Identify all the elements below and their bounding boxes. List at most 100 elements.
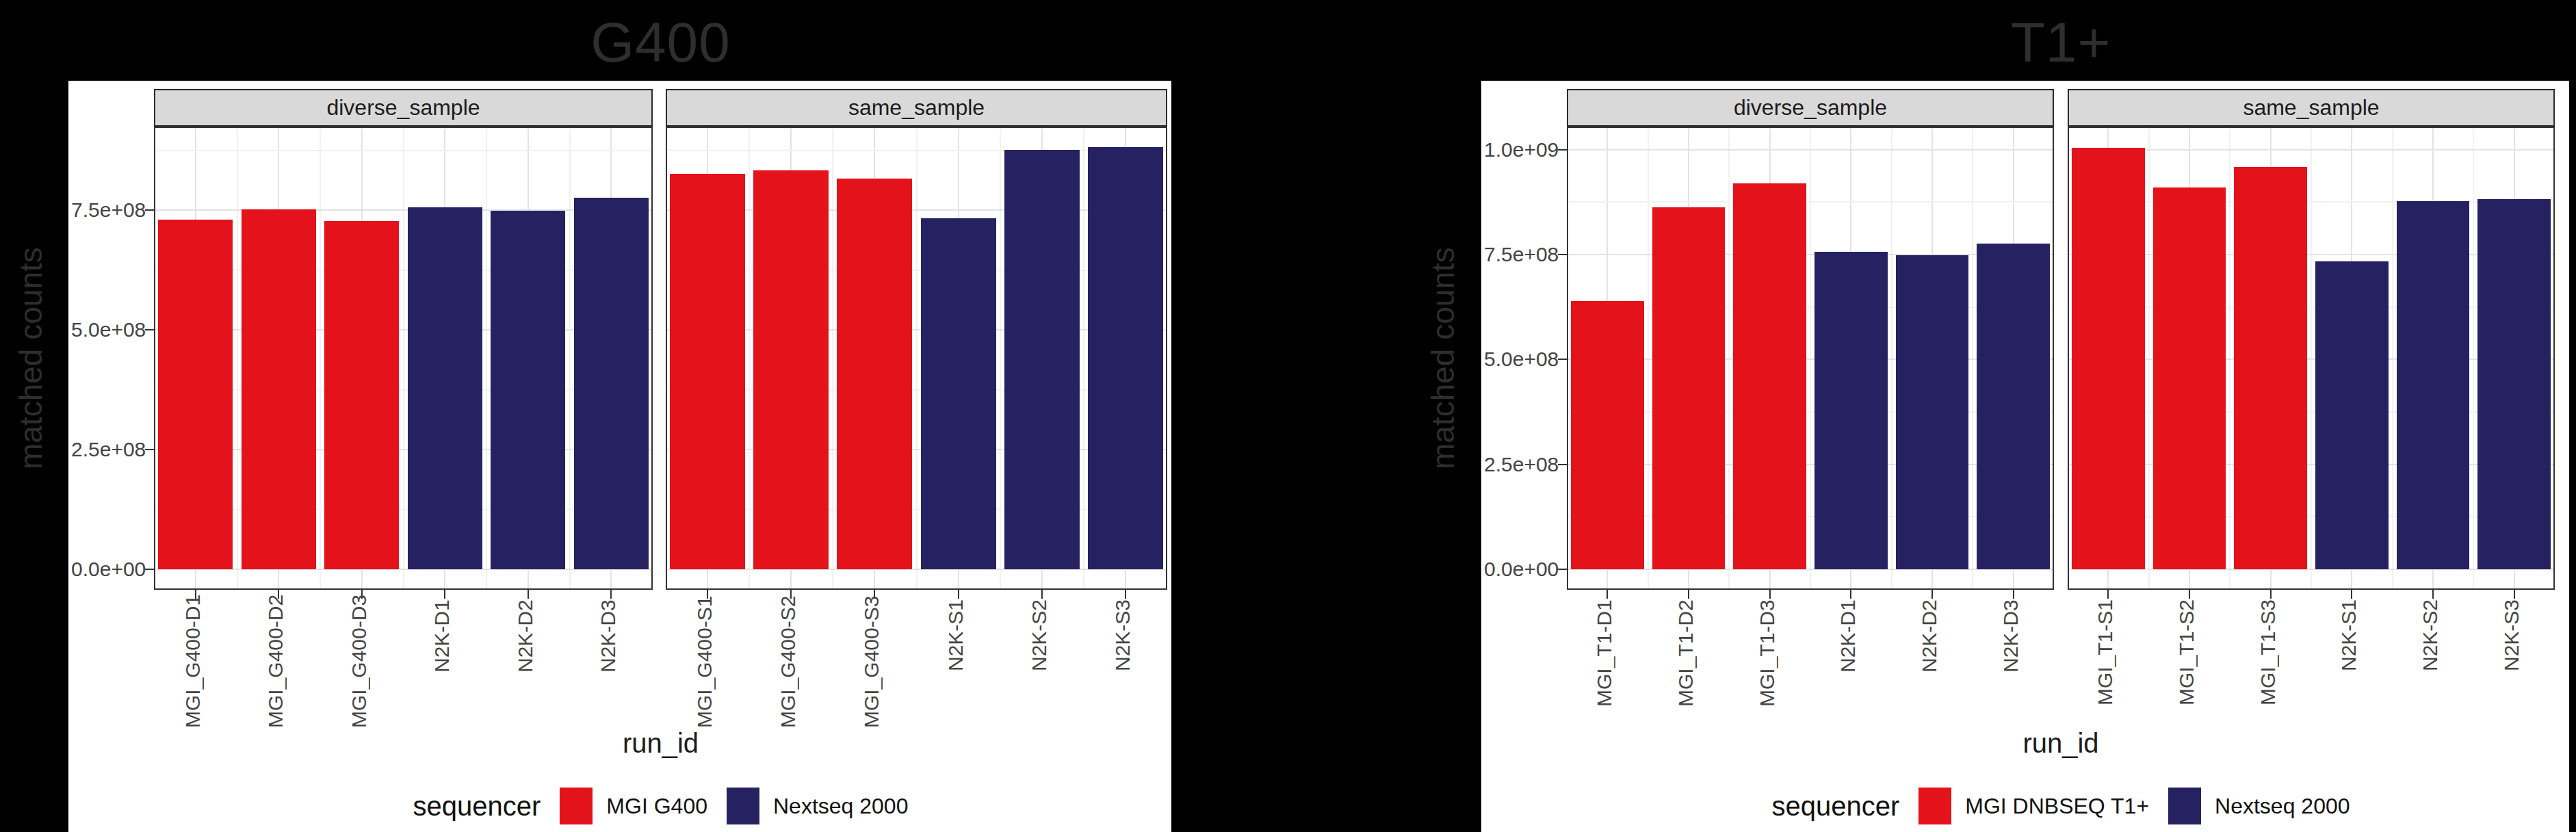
x-tick-mark: [1606, 590, 1608, 599]
x-tick-mark: [444, 590, 445, 599]
x-tick-label: N2K-S2: [1028, 599, 1056, 728]
y-tick-mark: [145, 569, 154, 570]
facet-strip: same_sample: [666, 89, 1167, 127]
x-tick-mark: [1688, 590, 1689, 599]
bar: [1814, 252, 1888, 569]
x-tick-label-text: N2K-D3: [597, 599, 620, 728]
bar: [1652, 207, 1726, 569]
legend-item-label: MGI DNBSEQ T1+: [1965, 794, 2149, 819]
x-tick-label: N2K-D3: [1999, 599, 2028, 728]
x-tick-label: MGI_T1-S3: [2256, 599, 2285, 728]
gridline-vertical-minor: [237, 127, 238, 590]
y-tick-mark: [1558, 359, 1567, 360]
x-tick-label-text: MGI_T1-D3: [1756, 599, 1779, 728]
y-tick-mark: [145, 449, 154, 450]
legend-item-label: Nextseq 2000: [2215, 794, 2350, 819]
x-tick-label-text: MGI_G400-S1: [693, 599, 716, 728]
bar: [2315, 261, 2389, 569]
legend-swatch-navy: [2168, 788, 2201, 824]
plot-card: run_id sequencer MGI DNBSEQ T1+ Nextseq …: [1481, 81, 2569, 832]
bar: [1733, 183, 1806, 569]
bar: [2477, 199, 2551, 569]
x-tick-mark: [2107, 590, 2109, 599]
bar: [2234, 167, 2307, 569]
facet-strip: diverse_sample: [154, 89, 653, 127]
x-tick-label: N2K-D2: [1918, 599, 1947, 728]
bar: [837, 179, 912, 569]
bar: [574, 198, 649, 569]
x-tick-label: MGI_T1-D3: [1756, 599, 1784, 728]
x-axis-title: run_id: [1567, 727, 2555, 759]
x-tick-label-text: MGI_T1-D2: [1674, 599, 1697, 728]
x-tick-mark: [1850, 590, 1851, 599]
x-tick-label-text: N2K-D1: [1836, 599, 1860, 728]
x-tick-label: MGI_G400-S2: [777, 599, 805, 728]
legend-swatch-red: [560, 788, 593, 824]
y-tick-label: 7.5e+08: [1484, 242, 1553, 268]
bar: [408, 207, 482, 569]
x-tick-label-text: MGI_T1-S2: [2175, 599, 2198, 728]
bar: [242, 209, 316, 569]
x-tick-label-text: N2K-S1: [2337, 599, 2360, 728]
legend-title: sequencer: [1771, 791, 1899, 822]
x-tick-label-text: N2K-S3: [2500, 599, 2523, 728]
gridline-vertical-minor: [403, 127, 404, 590]
x-tick-label: MGI_T1-D2: [1674, 599, 1703, 728]
x-tick-mark: [610, 590, 612, 599]
x-tick-label: MGI_T1-S1: [2094, 599, 2122, 728]
legend-item: Nextseq 2000: [2168, 788, 2350, 824]
x-tick-label: MGI_G400-D2: [264, 599, 293, 728]
x-tick-label: N2K-S3: [1111, 599, 1140, 728]
bar: [491, 211, 565, 569]
gridline-vertical-minor: [320, 127, 321, 590]
gridline-vertical-minor: [1000, 127, 1001, 590]
x-tick-mark: [2270, 590, 2272, 599]
x-tick-mark: [958, 590, 959, 599]
x-tick-label: N2K-D2: [514, 599, 543, 728]
chart-title: T1+: [1719, 10, 2403, 75]
x-tick-label-text: MGI_T1-D1: [1593, 599, 1616, 728]
legend-item: Nextseq 2000: [727, 788, 908, 824]
y-axis-title: matched counts: [1424, 127, 1471, 590]
bar: [158, 220, 233, 569]
bar: [324, 221, 399, 569]
bar: [1896, 255, 1969, 569]
legend-swatch-red: [1918, 788, 1951, 824]
y-tick-label: 2.5e+08: [1484, 452, 1553, 478]
y-axis-title-text: matched counts: [1424, 127, 1471, 590]
x-tick-label: MGI_T1-D1: [1593, 599, 1622, 728]
bar: [1004, 150, 1080, 569]
x-tick-mark: [2013, 590, 2014, 599]
y-tick-label: 7.5e+08: [71, 197, 140, 223]
y-tick-mark: [1558, 254, 1567, 255]
legend-title: sequencer: [413, 791, 541, 822]
gridline-vertical-minor: [832, 127, 833, 590]
x-tick-label-text: N2K-S3: [1111, 599, 1134, 728]
facet-strip: diverse_sample: [1567, 89, 2054, 127]
gridline-vertical-minor: [1083, 127, 1084, 590]
x-tick-label-text: MGI_G400-S3: [860, 599, 883, 728]
facet-panel: [154, 127, 653, 590]
x-tick-label-text: N2K-D3: [1999, 599, 2022, 728]
y-axis-title-text: matched counts: [12, 127, 59, 590]
bar: [1088, 147, 1163, 569]
bar: [2397, 201, 2470, 569]
bar: [2153, 187, 2226, 569]
x-tick-label-text: MGI_T1-S1: [2094, 599, 2117, 728]
gridline-vertical-minor: [749, 127, 750, 590]
facet-strip: same_sample: [2068, 89, 2555, 127]
x-tick-label: MGI_G400-S3: [860, 599, 889, 728]
plot-card: run_id sequencer MGI G400 Nextseq 2000 0…: [68, 81, 1171, 832]
y-tick-mark: [145, 329, 154, 330]
y-tick-label: 0.0e+00: [71, 556, 140, 582]
x-tick-label: MGI_G400-S1: [693, 599, 722, 728]
x-tick-mark: [1769, 590, 1771, 599]
x-tick-label-text: N2K-D2: [514, 599, 537, 728]
y-tick-label: 5.0e+08: [71, 317, 140, 343]
y-tick-mark: [145, 209, 154, 211]
x-tick-mark: [2189, 590, 2190, 599]
x-tick-label-text: MGI_G400-D1: [181, 599, 205, 728]
bar: [921, 218, 996, 569]
bar: [1977, 244, 2050, 569]
x-tick-label-text: N2K-D2: [1918, 599, 1941, 728]
